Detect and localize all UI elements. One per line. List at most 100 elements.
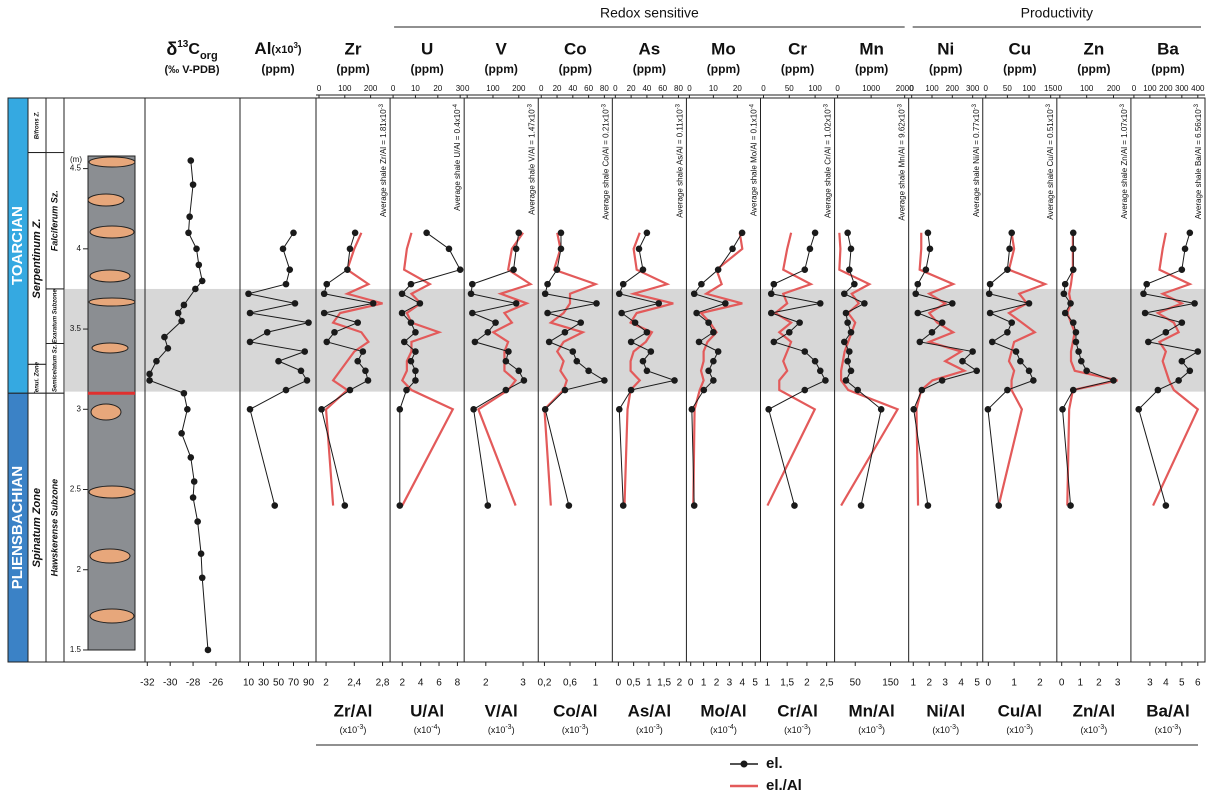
- data-point: [655, 300, 663, 307]
- data-point: [305, 319, 312, 326]
- data-point: [1135, 405, 1143, 413]
- element-name: Co: [564, 39, 587, 58]
- x-tick-label: 1: [910, 678, 916, 689]
- data-point: [193, 245, 200, 253]
- x-tick-label: 2,5: [820, 678, 834, 689]
- data-point: [346, 386, 354, 394]
- data-point: [400, 338, 408, 346]
- element-unit: (ppm): [336, 62, 369, 76]
- data-point: [601, 377, 608, 384]
- data-point: [822, 377, 829, 384]
- ratio-unit: (x10-3): [340, 724, 367, 735]
- stage-label: TOARCIAN: [9, 206, 26, 285]
- data-point: [180, 301, 188, 309]
- nodule: [88, 485, 136, 499]
- average-shale-label-part: -3: [1045, 103, 1051, 109]
- data-point: [297, 367, 305, 375]
- ratio-line: [476, 232, 534, 506]
- average-shale-label: Average shale Ba/Al = 6.56x10-3: [1194, 103, 1204, 219]
- ratio-name: Mo/Al: [700, 701, 746, 720]
- data-point: [801, 386, 809, 394]
- data-point: [520, 377, 528, 384]
- average-shale-label-part: -3: [675, 103, 681, 109]
- ratio-unit-part: (x10: [858, 725, 876, 735]
- data-point: [512, 245, 520, 253]
- ratio-line: [324, 232, 383, 506]
- x-tick-label: 2: [926, 678, 932, 689]
- x-tick-label: 1: [1078, 678, 1084, 689]
- data-point: [1006, 245, 1013, 253]
- data-point: [470, 405, 477, 413]
- data-point: [700, 386, 708, 394]
- d13c-title-part: org: [200, 50, 218, 62]
- data-point: [282, 386, 290, 394]
- data-point: [938, 319, 946, 326]
- x-tick-label: 6: [436, 678, 442, 689]
- legend-label: el./Al: [766, 777, 802, 794]
- data-point: [846, 266, 853, 273]
- data-point: [1083, 367, 1090, 375]
- data-point: [1012, 348, 1020, 355]
- ratio-unit-part: ): [808, 725, 811, 735]
- x-tick-label: 1: [1011, 678, 1017, 689]
- data-point: [398, 290, 406, 298]
- data-point: [398, 309, 406, 317]
- data-point: [396, 502, 404, 509]
- x-tick-label: 100: [338, 84, 352, 93]
- ratio-unit-part: ): [956, 725, 959, 735]
- data-point: [445, 245, 453, 253]
- average-shale-label: Average shale Cu/Al = 0.51x10-3: [1045, 103, 1055, 219]
- data-point: [1143, 280, 1150, 288]
- zone-label: Tenui. Zone: [35, 361, 41, 395]
- data-point: [690, 290, 698, 298]
- x-tick-label: 10: [709, 84, 718, 93]
- ratio-unit-part: (x10: [710, 725, 728, 735]
- data-point: [412, 348, 419, 355]
- data-point: [246, 309, 254, 317]
- x-tick-label: 0: [761, 84, 766, 93]
- x-tick-label: 50: [785, 84, 794, 93]
- ratio-name: V/Al: [485, 701, 518, 720]
- data-point: [245, 290, 252, 298]
- y-tick-label: 3.5: [70, 324, 82, 333]
- x-tick-label: 2: [483, 678, 489, 689]
- y-tick-label: 4: [77, 244, 82, 253]
- data-point: [351, 229, 359, 237]
- data-point: [544, 309, 551, 317]
- x-tick-label: 50: [850, 678, 862, 689]
- data-point: [246, 405, 254, 413]
- average-shale-label: Average shale V/Al = 1.47x10-3: [527, 103, 537, 214]
- x-tick-label: 4: [418, 678, 424, 689]
- data-point: [189, 181, 197, 188]
- data-point: [178, 317, 185, 325]
- average-shale-label: Average shale Zn/Al = 1.07x10-3: [1119, 103, 1129, 218]
- data-point: [985, 290, 993, 298]
- d13c-title-part: 13: [177, 39, 189, 50]
- data-point: [693, 309, 700, 317]
- ratio-unit-part: -3: [1024, 724, 1030, 731]
- x-tick-label: 60: [658, 84, 667, 93]
- data-point: [767, 309, 775, 317]
- data-point: [565, 502, 573, 509]
- x-tick-label: 40: [642, 84, 651, 93]
- data-point: [541, 290, 549, 298]
- data-point: [456, 266, 464, 273]
- data-point: [1162, 328, 1170, 336]
- data-point: [354, 357, 362, 365]
- x-tick-label: 100: [486, 84, 500, 93]
- nodule: [88, 156, 136, 168]
- ratio-unit: (x10-3): [1155, 724, 1182, 735]
- data-point: [847, 367, 855, 375]
- data-point: [1186, 229, 1194, 237]
- data-point: [922, 266, 930, 273]
- element-unit: (ppm): [1151, 62, 1184, 76]
- x-tick-label: 100: [925, 84, 939, 93]
- data-point: [585, 367, 592, 375]
- x-tick-label: 0,2: [537, 678, 551, 689]
- data-point: [275, 357, 282, 365]
- data-point: [1162, 502, 1170, 509]
- x-tick-label: 0: [909, 84, 914, 93]
- element-unit: (ppm): [929, 62, 962, 76]
- data-point: [416, 300, 424, 307]
- data-point: [557, 229, 565, 237]
